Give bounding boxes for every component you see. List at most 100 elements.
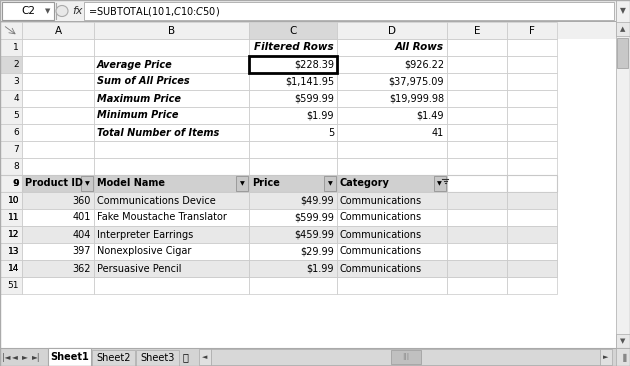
Text: Sum of All Prices: Sum of All Prices <box>97 76 190 86</box>
Bar <box>22 124 94 141</box>
Bar <box>249 56 337 73</box>
Text: Model Name: Model Name <box>97 179 165 188</box>
Bar <box>507 209 557 226</box>
Bar <box>507 175 557 192</box>
Text: =SUBTOTAL(101,$C$10:$C$50): =SUBTOTAL(101,$C$10:$C$50) <box>88 4 220 18</box>
Text: Fake Moustache Translator: Fake Moustache Translator <box>97 213 227 223</box>
Bar <box>337 141 447 158</box>
Text: 51: 51 <box>8 281 19 290</box>
Bar <box>94 22 249 39</box>
Bar <box>211 349 600 365</box>
Bar <box>94 277 249 294</box>
Bar <box>447 107 507 124</box>
Bar <box>249 56 337 73</box>
Bar <box>249 192 337 209</box>
Text: 6: 6 <box>13 128 19 137</box>
Bar <box>447 192 507 209</box>
Text: $1.49: $1.49 <box>416 111 444 120</box>
Bar <box>447 56 507 73</box>
Bar <box>0 56 22 73</box>
Bar <box>94 175 249 192</box>
Text: Sheet3: Sheet3 <box>140 353 175 363</box>
Bar <box>507 73 557 90</box>
Bar <box>507 158 557 175</box>
Text: Persuasive Pencil: Persuasive Pencil <box>97 264 181 273</box>
Text: $37,975.09: $37,975.09 <box>389 76 444 86</box>
Bar <box>249 39 337 56</box>
Bar <box>337 243 447 260</box>
Text: ◄: ◄ <box>12 352 18 362</box>
Bar <box>0 158 22 175</box>
Bar <box>94 260 249 277</box>
Bar <box>0 107 22 124</box>
Bar <box>507 277 557 294</box>
Bar <box>337 226 447 243</box>
Text: A: A <box>54 26 62 36</box>
Bar <box>447 175 507 192</box>
Bar <box>447 260 507 277</box>
Bar <box>22 39 94 56</box>
Text: F: F <box>529 26 535 36</box>
Text: 9: 9 <box>13 179 19 188</box>
Bar <box>249 209 337 226</box>
Text: 13: 13 <box>8 247 19 256</box>
Bar <box>337 243 447 260</box>
Text: ►: ► <box>22 352 28 362</box>
Bar <box>617 38 628 68</box>
Bar <box>391 350 420 364</box>
Bar <box>94 192 249 209</box>
Bar <box>94 209 249 226</box>
Bar <box>249 124 337 141</box>
Bar <box>447 141 507 158</box>
Bar <box>94 226 249 243</box>
Bar <box>249 141 337 158</box>
Bar <box>324 176 336 191</box>
Bar <box>0 141 22 158</box>
Bar <box>0 260 22 277</box>
Bar <box>94 243 249 260</box>
Text: E: E <box>474 26 480 36</box>
Bar <box>94 141 249 158</box>
Bar <box>0 192 22 209</box>
Bar <box>507 226 557 243</box>
Text: ▐: ▐ <box>620 352 626 362</box>
Bar <box>22 209 94 226</box>
Bar <box>249 175 337 192</box>
Bar <box>136 350 179 366</box>
Bar <box>92 350 135 366</box>
Bar <box>22 192 94 209</box>
Bar <box>447 192 507 209</box>
Bar <box>249 22 337 39</box>
Text: ▼: ▼ <box>621 338 626 344</box>
Text: ▼: ▼ <box>84 181 89 186</box>
Bar <box>0 22 22 39</box>
Bar <box>249 73 337 90</box>
Text: ►|: ►| <box>32 352 40 362</box>
Bar <box>447 243 507 260</box>
Bar <box>337 260 447 277</box>
Text: B: B <box>168 26 175 36</box>
Text: $1.99: $1.99 <box>307 111 334 120</box>
Bar <box>0 209 22 226</box>
Bar <box>434 176 446 191</box>
Bar <box>337 209 447 226</box>
Text: Nonexplosive Cigar: Nonexplosive Cigar <box>97 246 192 257</box>
Text: ◄: ◄ <box>202 354 208 360</box>
Bar <box>616 0 630 348</box>
Text: Product ID: Product ID <box>25 179 83 188</box>
Text: 3: 3 <box>13 77 19 86</box>
Text: 8: 8 <box>13 162 19 171</box>
Bar <box>507 192 557 209</box>
Text: Category: Category <box>340 179 390 188</box>
Bar <box>0 243 22 260</box>
Bar <box>616 22 630 36</box>
Bar <box>249 175 337 192</box>
Bar <box>22 158 94 175</box>
Bar <box>0 243 22 260</box>
Bar <box>249 90 337 107</box>
Bar <box>337 73 447 90</box>
Text: fx: fx <box>72 6 83 16</box>
Bar <box>22 107 94 124</box>
Bar <box>337 175 447 192</box>
Text: $599.99: $599.99 <box>294 93 334 104</box>
